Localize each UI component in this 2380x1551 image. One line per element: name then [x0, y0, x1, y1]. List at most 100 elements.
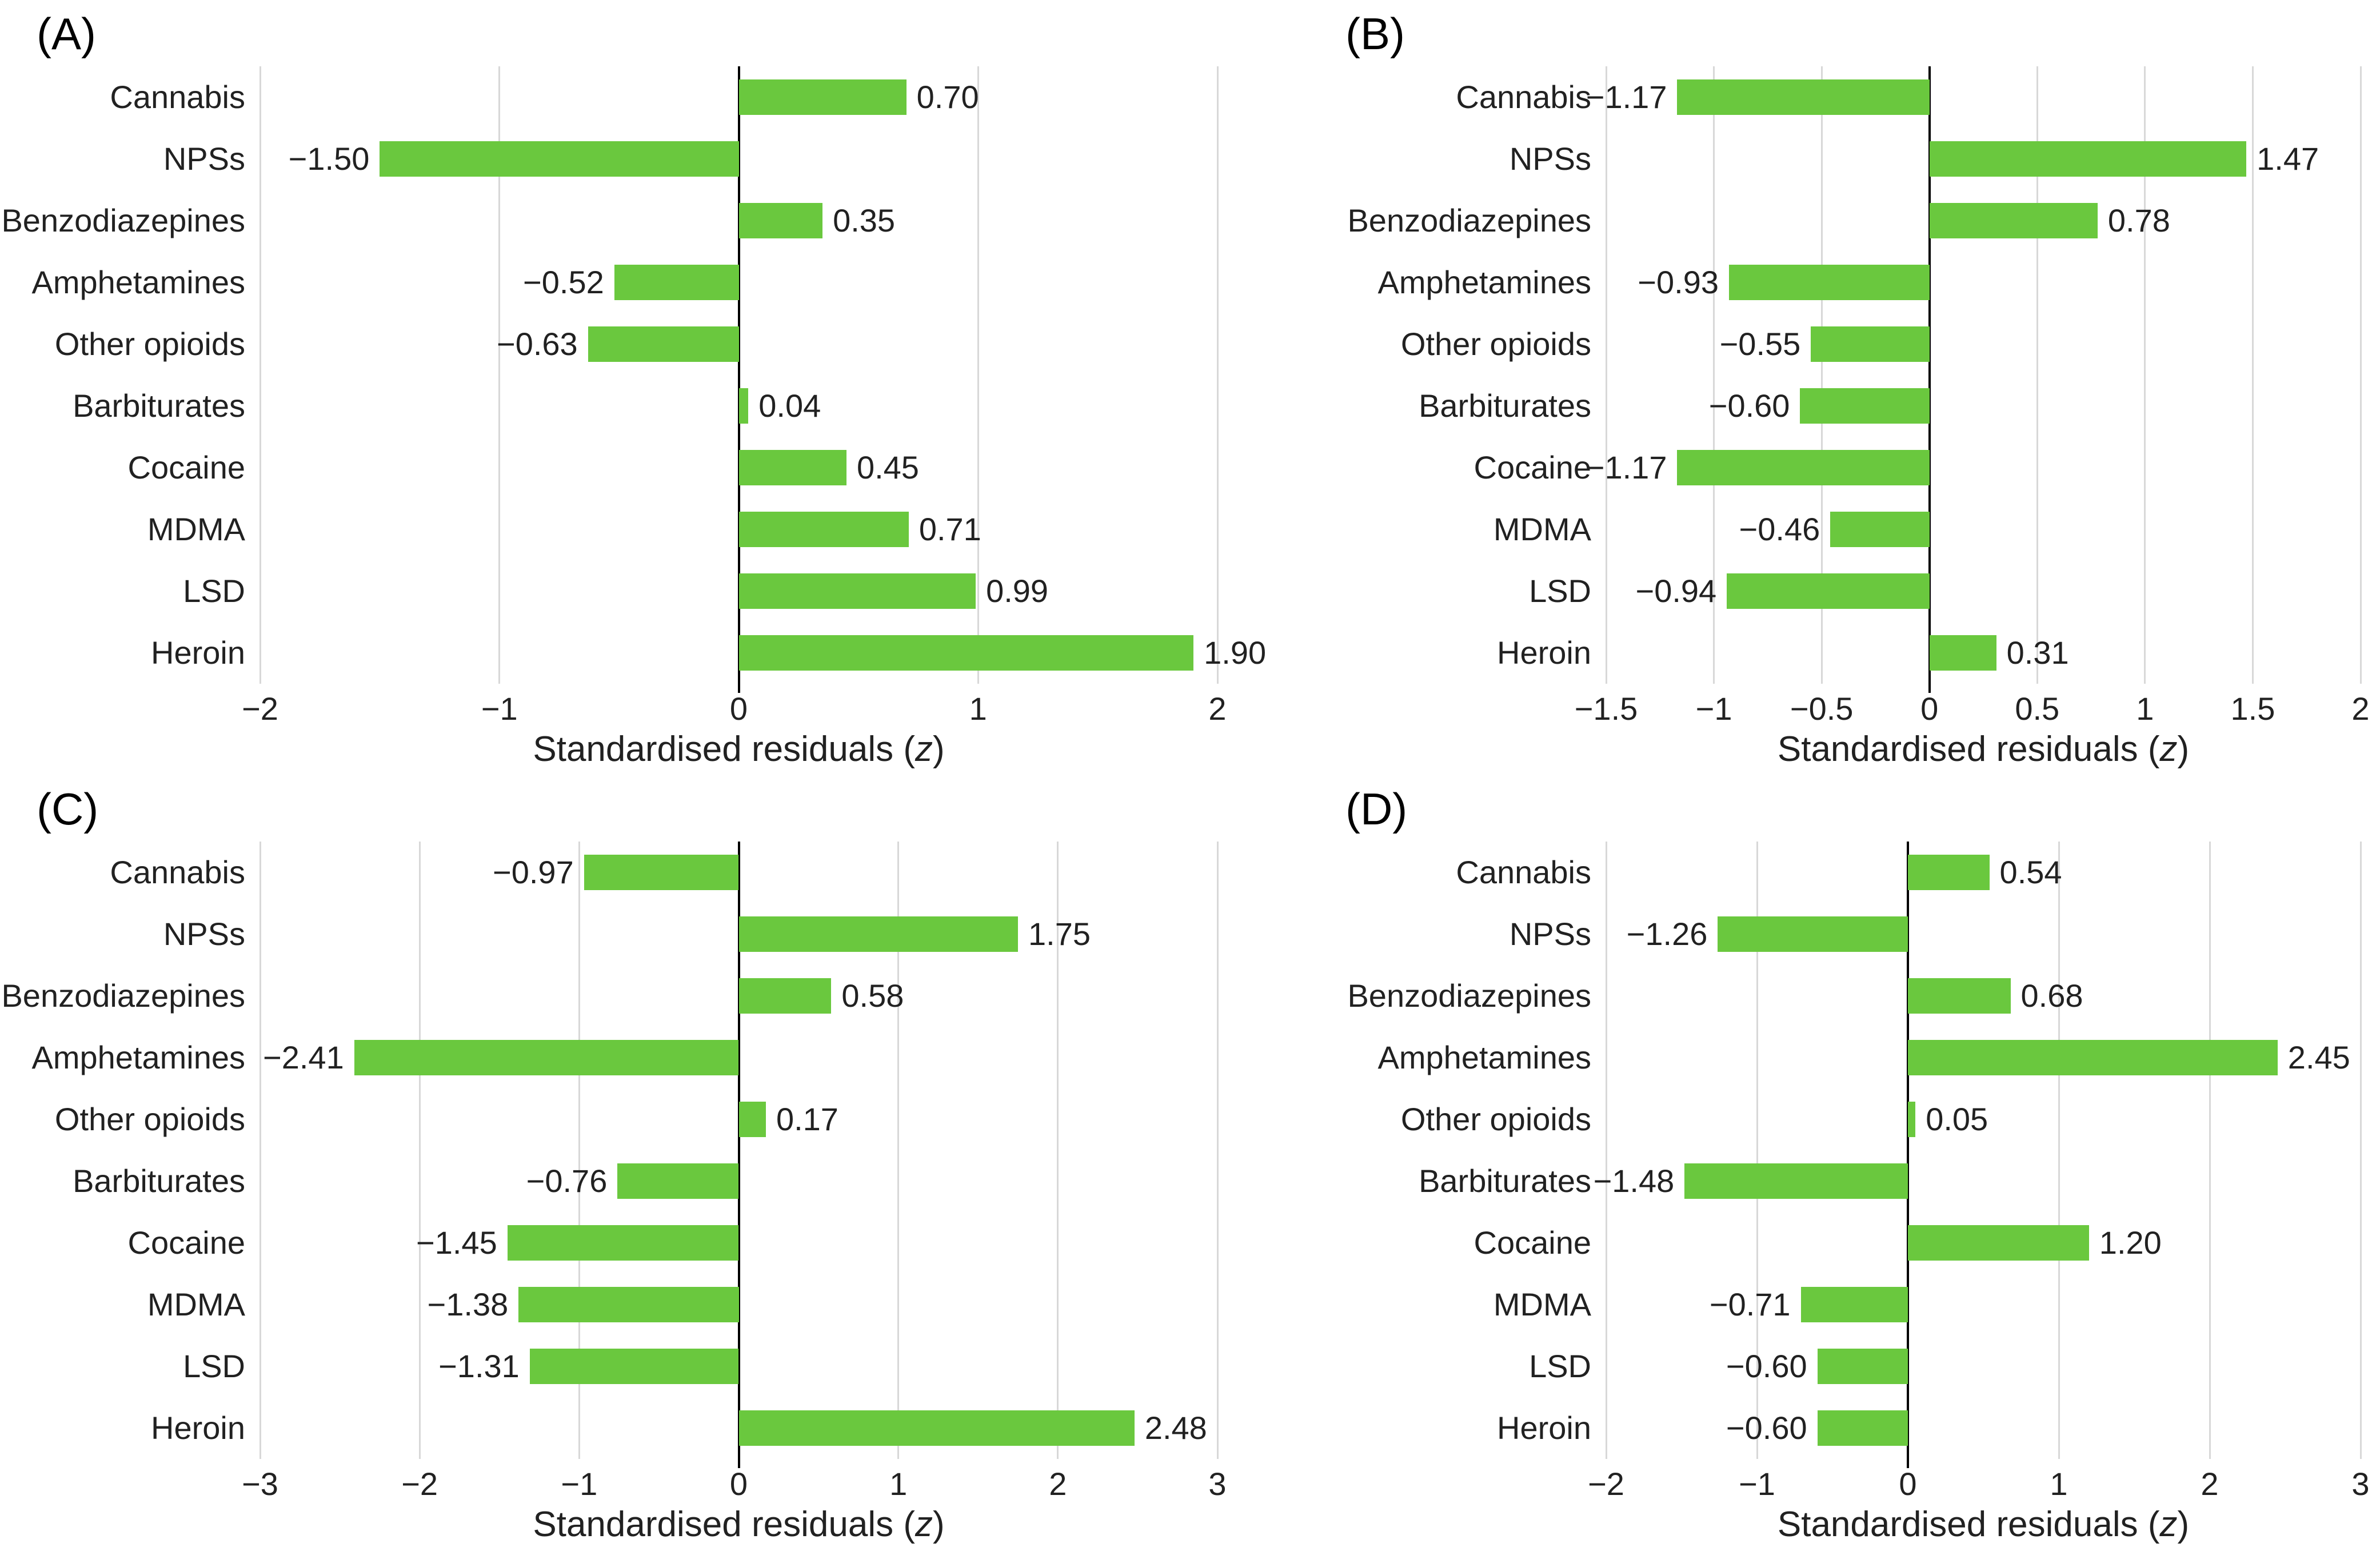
bar	[1908, 1102, 1916, 1137]
bar	[507, 1225, 739, 1261]
category-label: MDMA	[1493, 511, 1591, 547]
value-label: 2.48	[1144, 1410, 1207, 1446]
value-label: 0.58	[841, 978, 904, 1014]
zero-axis-line	[1907, 842, 1909, 1468]
bar	[738, 79, 907, 115]
x-axis-title-variable: z	[2159, 729, 2178, 769]
gridline	[1216, 842, 1219, 1459]
panel-A: (A) Standardised residuals (z) 0.70 −1.50…	[0, 0, 1309, 775]
category-label: LSD	[1529, 1348, 1591, 1384]
bar	[1684, 1163, 1908, 1199]
x-tick-label: 1	[2136, 691, 2154, 727]
value-label: 0.68	[2020, 978, 2083, 1014]
category-label: NPSs	[163, 916, 245, 952]
x-axis-title-close: )	[932, 1505, 945, 1544]
gridline	[1820, 66, 1823, 684]
value-label: −0.97	[493, 854, 574, 890]
gridline	[1713, 66, 1715, 684]
value-label: 1.75	[1028, 916, 1091, 952]
category-label: Other opioids	[54, 1101, 245, 1137]
value-label: −0.55	[1719, 326, 1801, 362]
category-label: Barbiturates	[1419, 388, 1591, 424]
zero-axis-line	[1928, 66, 1931, 693]
bar	[738, 1410, 1135, 1446]
x-tick-label: −2	[242, 691, 278, 727]
x-tick-label: 0	[1899, 1466, 1917, 1502]
category-label: NPSs	[163, 141, 245, 177]
category-label: Benzodiazepines	[1347, 978, 1591, 1014]
value-label: 0.45	[856, 449, 919, 485]
x-tick-label: 1	[2050, 1466, 2068, 1502]
gridline	[2144, 66, 2146, 684]
zero-axis-line	[737, 842, 740, 1468]
value-label: −0.63	[496, 326, 578, 362]
bar	[1817, 1349, 1908, 1384]
bar	[738, 388, 749, 424]
value-label: 1.20	[2099, 1225, 2162, 1261]
gridline	[259, 66, 261, 684]
bar	[1908, 855, 1990, 890]
bar	[588, 326, 739, 362]
x-axis-title: Standardised residuals (z)	[1606, 731, 2361, 768]
x-tick-label: 1	[889, 1466, 908, 1502]
x-axis-title: Standardised residuals (z)	[260, 731, 1217, 768]
bar	[354, 1040, 739, 1075]
gridline	[418, 842, 421, 1459]
value-label: −1.17	[1586, 79, 1667, 115]
panel-letter: (D)	[1345, 784, 1408, 834]
plot-area: −0.97 1.75 0.58 −2.41 0.17 −0.76 −1.45 −1.38 −1.…	[259, 842, 1219, 1468]
value-label: −1.31	[438, 1348, 520, 1384]
bar	[1929, 635, 1996, 671]
x-tick-label: −2	[401, 1466, 438, 1502]
bar	[1908, 1040, 2278, 1075]
bar	[614, 265, 739, 300]
category-label: Heroin	[1497, 1410, 1591, 1446]
x-axis-title: Standardised residuals (z)	[1606, 1506, 2361, 1544]
category-label: Cocaine	[127, 449, 245, 485]
x-axis-title: Standardised residuals (z)	[260, 1506, 1217, 1544]
category-label: LSD	[183, 1348, 245, 1384]
x-axis-title-text: Standardised residuals (	[533, 1505, 915, 1544]
x-tick-label: 0	[729, 1466, 748, 1502]
x-tick-label: 2	[2201, 1466, 2219, 1502]
value-label: 0.05	[1926, 1101, 1988, 1137]
panel-C: (C) Standardised residuals (z) −0.97 1.75…	[0, 775, 1309, 1551]
category-label: Cannabis	[110, 854, 245, 890]
bar	[1811, 326, 1930, 362]
bar	[1677, 79, 1930, 115]
x-tick-label: 0	[729, 691, 748, 727]
x-tick-label: −1	[1739, 1466, 1775, 1502]
bar	[738, 916, 1019, 952]
value-label: −2.41	[263, 1039, 344, 1075]
value-label: −0.93	[1638, 264, 1719, 300]
x-tick-label: 2	[1208, 691, 1227, 727]
bar	[518, 1287, 739, 1322]
category-label: Cocaine	[1473, 1225, 1591, 1261]
value-label: −1.50	[288, 141, 370, 177]
category-label: Cannabis	[110, 79, 245, 115]
category-label: Other opioids	[1400, 326, 1591, 362]
value-label: −1.48	[1593, 1163, 1675, 1199]
value-label: −1.45	[416, 1225, 497, 1261]
x-axis-title-close: )	[2177, 729, 2190, 769]
gridline	[578, 842, 580, 1459]
category-label: Cannabis	[1456, 854, 1591, 890]
category-label: MDMA	[147, 1286, 245, 1322]
bar	[738, 450, 846, 485]
x-axis-title-close: )	[2177, 1505, 2190, 1544]
category-label: Cocaine	[1473, 449, 1591, 485]
value-label: −0.52	[523, 264, 604, 300]
panel-D: (D) Standardised residuals (z) 0.54 −1.26…	[1309, 775, 2380, 1551]
category-label: Heroin	[1497, 635, 1591, 671]
bar	[1929, 141, 2247, 177]
panel-letter: (C)	[37, 784, 99, 834]
x-tick-label: 0.5	[2015, 691, 2060, 727]
plot-area: 0.70 −1.50 0.35 −0.52 −0.63 0.04 0.45 0.71 0.99 1…	[259, 66, 1266, 693]
value-label: −0.94	[1635, 573, 1717, 609]
category-label: Cocaine	[127, 1225, 245, 1261]
bar	[617, 1163, 739, 1199]
gridline	[1605, 66, 1607, 684]
bar	[1677, 450, 1930, 485]
bar	[1727, 573, 1930, 609]
